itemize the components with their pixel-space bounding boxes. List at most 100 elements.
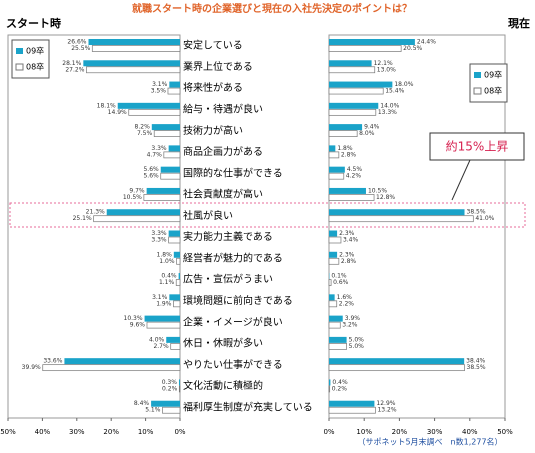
bar xyxy=(146,321,181,329)
bar xyxy=(143,194,181,201)
value-label: 8.2% xyxy=(135,124,151,131)
annotation-box xyxy=(429,132,525,161)
bar xyxy=(178,273,180,280)
category-label: 広告・宣伝がうまい xyxy=(183,273,273,286)
bar xyxy=(169,294,180,301)
bar xyxy=(86,66,181,74)
value-label: 26.6% xyxy=(67,39,86,46)
value-label: 14.9% xyxy=(108,109,127,116)
bar xyxy=(328,87,384,95)
bar xyxy=(166,336,180,343)
value-label: 12.9% xyxy=(376,400,395,407)
value-label: 38.4% xyxy=(466,358,485,365)
value-label: 38.5% xyxy=(467,209,486,216)
x-tick-label: 30% xyxy=(69,428,85,436)
legend-label: 08卒 xyxy=(484,86,502,96)
panel-label: スタート時 xyxy=(6,16,61,30)
value-label: 12.1% xyxy=(374,60,393,67)
value-label: 0.1% xyxy=(331,273,347,280)
x-tick-label: 10% xyxy=(356,428,372,436)
value-label: 1.8% xyxy=(337,145,353,152)
bar xyxy=(329,145,336,152)
bar xyxy=(91,45,181,52)
value-label: 3.1% xyxy=(152,294,168,301)
bar xyxy=(328,406,376,414)
value-label: 0.4% xyxy=(332,379,348,386)
bar xyxy=(328,257,340,265)
value-label: 0.2% xyxy=(162,385,178,392)
value-label: 25.1% xyxy=(73,215,92,222)
annotation-arrow xyxy=(451,159,471,201)
legend-swatch xyxy=(15,63,24,71)
plot-frame xyxy=(328,34,506,419)
value-label: 38.5% xyxy=(467,364,486,371)
x-tick-label: 40% xyxy=(462,428,478,436)
bar xyxy=(162,406,181,414)
value-label: 27.2% xyxy=(65,66,84,73)
value-label: 21.3% xyxy=(86,209,105,216)
value-label: 0.4% xyxy=(161,273,177,280)
value-label: 3.3% xyxy=(151,145,167,152)
value-label: 10.5% xyxy=(123,194,142,201)
category-label: 福利厚生制度が充実している xyxy=(183,400,313,413)
value-label: 10.3% xyxy=(124,315,143,322)
bar xyxy=(175,279,181,286)
value-label: 4.2% xyxy=(346,173,362,180)
bar xyxy=(163,151,181,159)
category-label: 国際的な仕事ができる xyxy=(183,166,283,179)
value-label: 0.6% xyxy=(333,279,349,286)
annotation: 約15%上昇 xyxy=(446,139,509,154)
bar xyxy=(146,187,180,194)
bar xyxy=(93,215,181,223)
value-label: 5.1% xyxy=(145,407,161,414)
bar xyxy=(329,39,415,45)
bar xyxy=(151,400,180,407)
value-label: 41.0% xyxy=(475,215,494,222)
bar xyxy=(329,358,465,365)
bar xyxy=(328,45,402,52)
bar xyxy=(88,39,180,45)
category-label: 社風が良い xyxy=(183,209,233,222)
value-label: 0.2% xyxy=(332,385,348,392)
value-label: 13.3% xyxy=(378,109,397,116)
bar xyxy=(328,279,332,286)
category-label: やりたい仕事ができる xyxy=(183,358,283,371)
value-label: 39.9% xyxy=(22,364,41,371)
value-label: 1.6% xyxy=(337,294,353,301)
x-tick-label: 30% xyxy=(427,428,443,436)
bar xyxy=(106,209,180,216)
x-tick-label: 50% xyxy=(0,428,16,436)
value-label: 20.5% xyxy=(403,45,422,52)
legend-swatch xyxy=(473,87,482,95)
value-label: 3.3% xyxy=(151,230,167,237)
value-label: 18.1% xyxy=(97,102,116,109)
category-label: 技術力が高い xyxy=(183,124,243,137)
category-label: 商品企画力がある xyxy=(183,145,263,158)
bar xyxy=(176,257,181,265)
bar xyxy=(160,172,181,180)
value-label: 24.4% xyxy=(417,39,436,46)
bar xyxy=(168,230,180,237)
bar xyxy=(128,108,181,116)
value-label: 2.2% xyxy=(339,300,355,307)
value-label: 9.7% xyxy=(129,187,145,194)
category-label: 社会貢献度が高い xyxy=(183,188,263,201)
legend-swatch xyxy=(474,72,481,78)
bar xyxy=(328,215,474,223)
bar xyxy=(328,321,341,329)
value-label: 3.9% xyxy=(345,315,361,322)
bar xyxy=(169,81,180,88)
value-label: 7.5% xyxy=(137,130,153,137)
bar xyxy=(328,300,338,308)
bar xyxy=(42,364,181,372)
bar xyxy=(328,194,375,201)
value-label: 3.5% xyxy=(151,88,167,95)
legend-label: 09卒 xyxy=(26,46,44,56)
value-label: 1.9% xyxy=(156,300,172,307)
value-label: 10.5% xyxy=(368,187,387,194)
value-label: 3.4% xyxy=(343,237,359,244)
value-label: 4.0% xyxy=(149,336,165,343)
category-label: 将来性がある xyxy=(183,81,243,94)
x-tick-label: 0% xyxy=(323,428,334,436)
